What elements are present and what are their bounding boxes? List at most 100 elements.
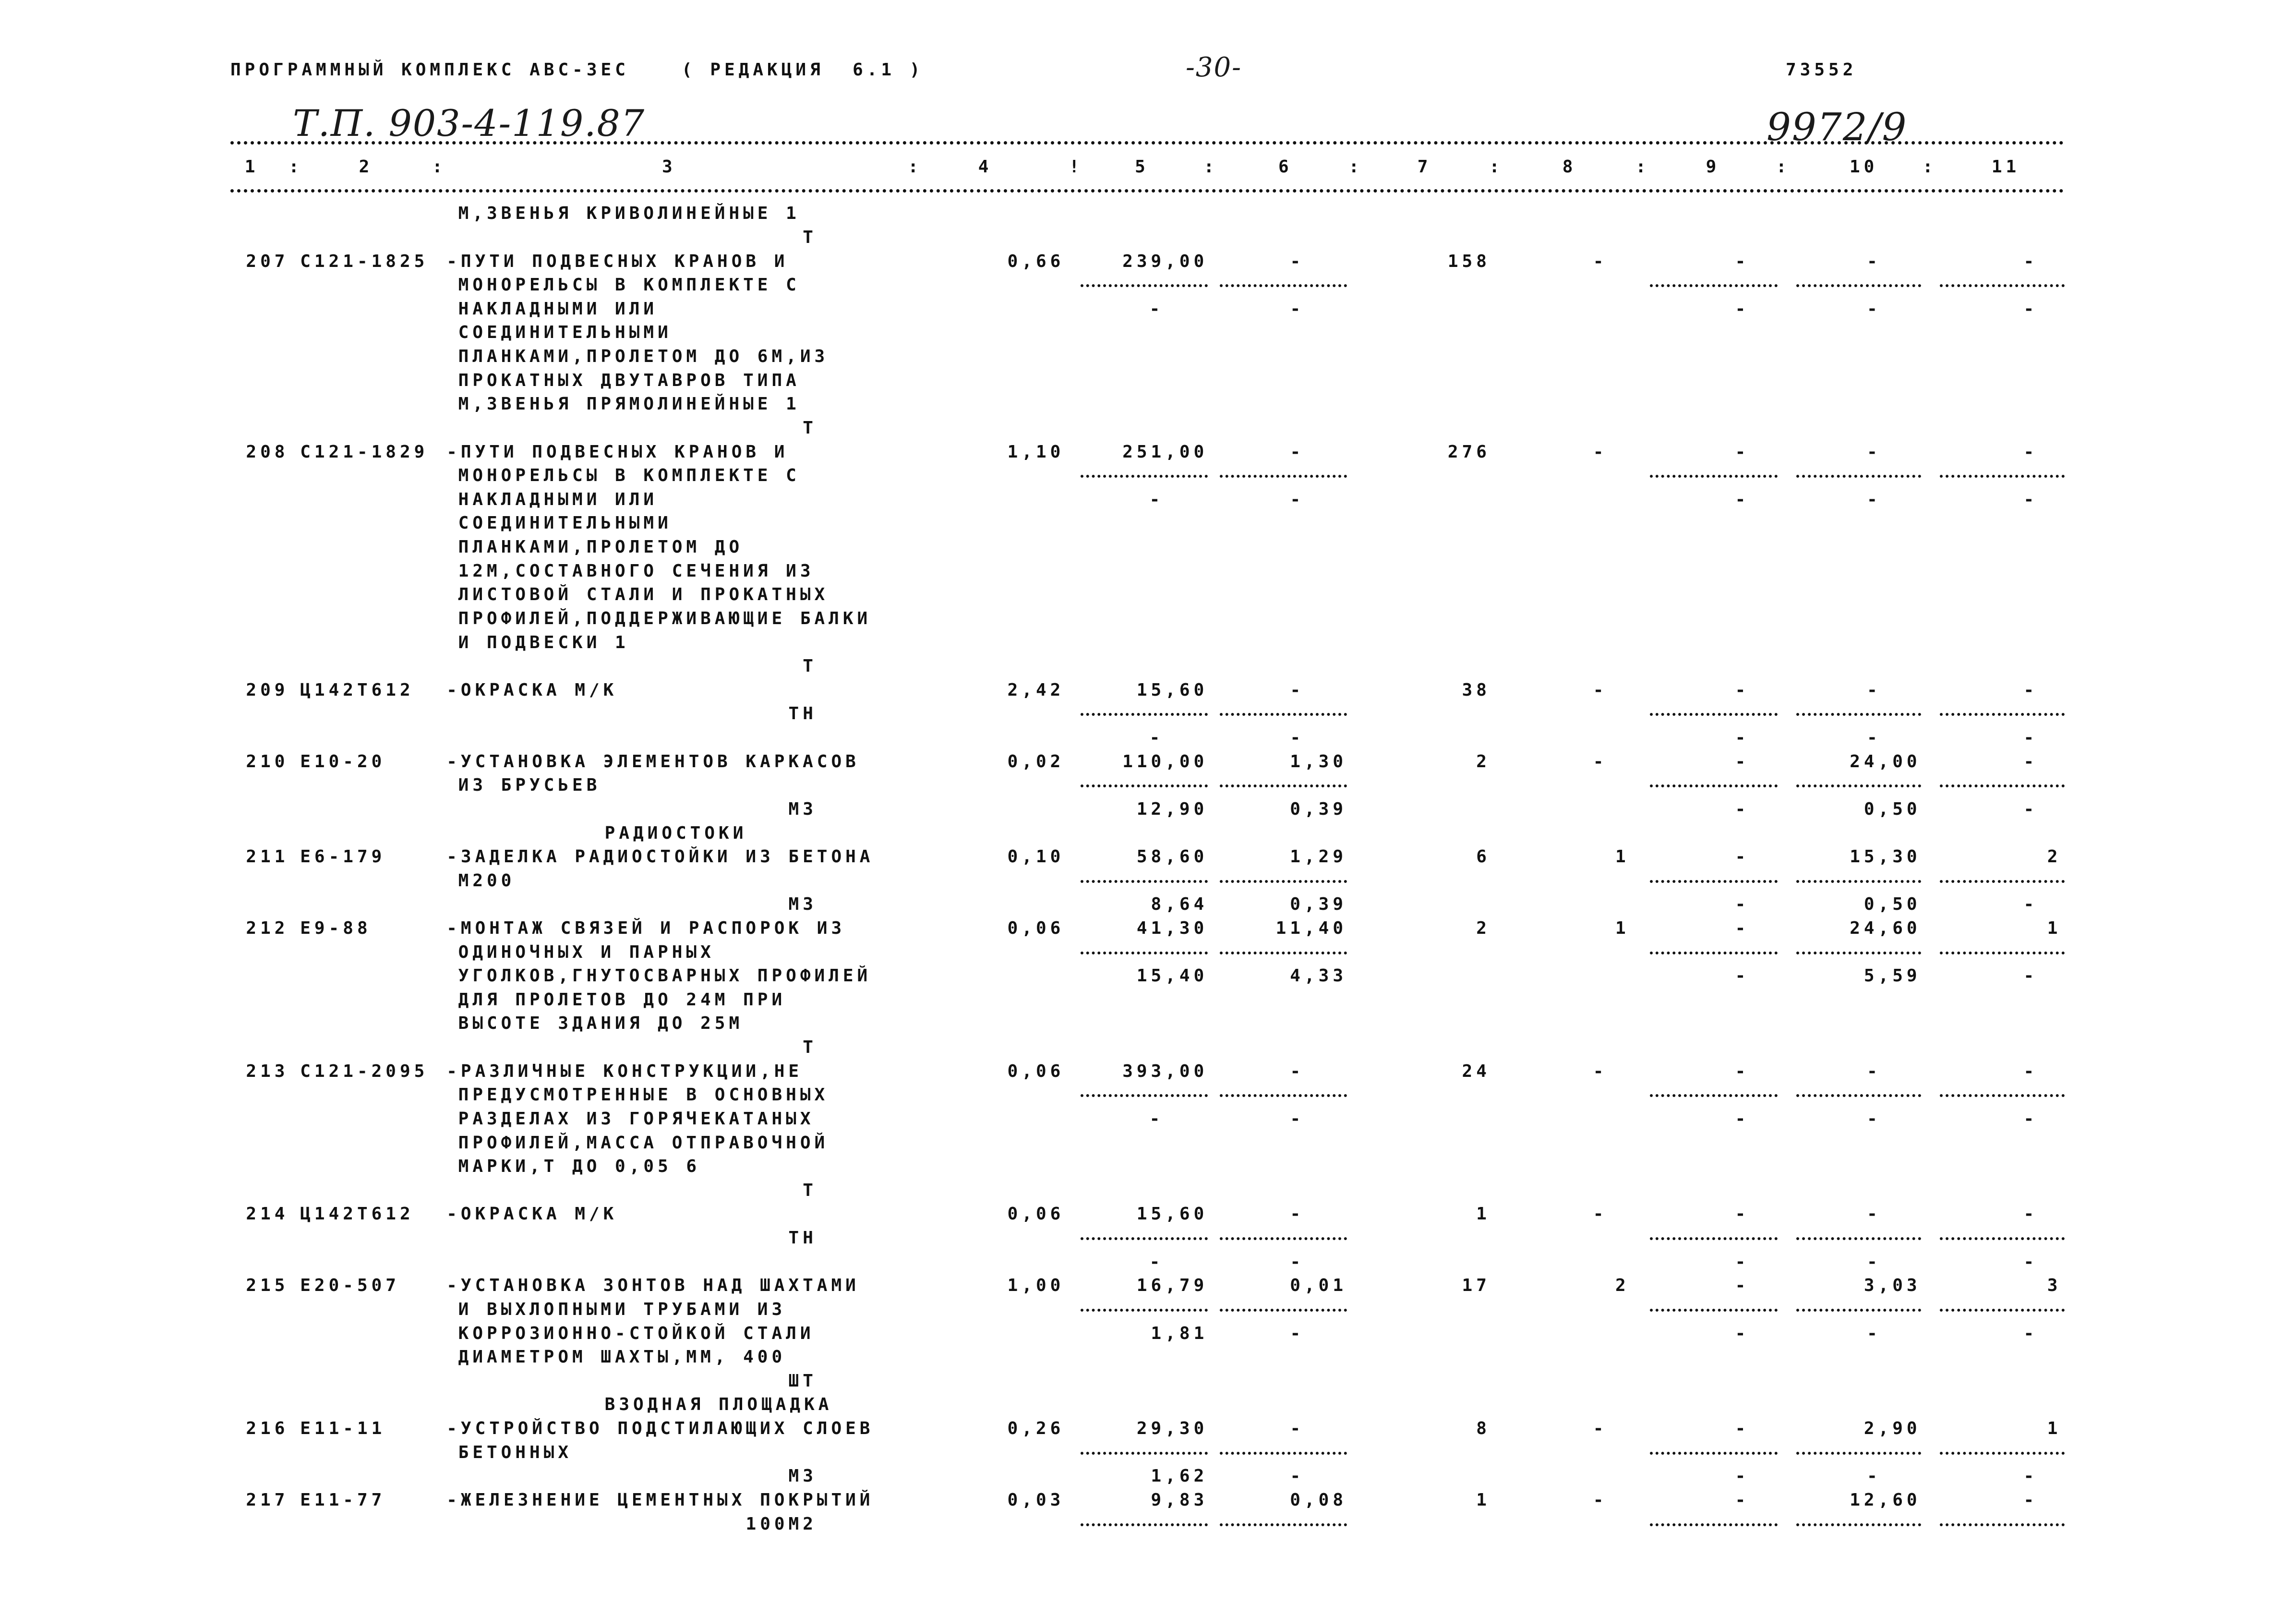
c5-value: 29,30 (1136, 1419, 1208, 1439)
c6-value: 1,30 (1290, 751, 1347, 772)
c9-value: - (1735, 751, 1750, 772)
value-separator (1650, 713, 1778, 716)
value-separator (1650, 1308, 1778, 1312)
c10-value: 2,90 (1863, 1419, 1921, 1439)
work-description: НАКЛАДНЫМИ ИЛИ (458, 299, 658, 319)
col7-value: 276 (1447, 442, 1491, 462)
work-description: ДИАМЕТРОМ ШАХТЫ,ММ, 400 (458, 1347, 786, 1367)
c10-value: 12,60 (1850, 1490, 1921, 1510)
column-label-11: 11 (1991, 157, 2020, 177)
work-description: -УСТАНОВКА ЭЛЕМЕНТОВ КАРКАСОВ (446, 751, 860, 772)
c11-value: - (2023, 1204, 2038, 1224)
c6-value: - (1290, 1466, 1305, 1486)
col8-value: - (1593, 251, 1608, 271)
work-description: МОНОРЕЛЬСЫ В КОМПЛЕКТЕ С (458, 466, 800, 486)
c11-value: - (2023, 442, 2038, 462)
c10-value: - (1867, 442, 1881, 462)
work-description: И ПОДВЕСКИ 1 (458, 632, 629, 652)
rate-code: Е20-507 (300, 1276, 400, 1296)
c5-value: - (1149, 299, 1164, 319)
column-label-9: 9 (1706, 157, 1720, 177)
c5-value: 8,64 (1151, 894, 1208, 915)
col7-value: 17 (1462, 1276, 1491, 1296)
value-separator (1219, 1523, 1347, 1526)
work-description: И ВЫХЛОПНЫМИ ТРУБАМИ ИЗ (458, 1299, 786, 1319)
work-description: 12М,СОСТАВНОГО СЕЧЕНИЯ ИЗ (458, 561, 815, 581)
value-separator (1650, 1237, 1778, 1241)
value-separator (1940, 284, 2065, 288)
value-separator (1080, 475, 1208, 478)
row-number: 213 (246, 1061, 289, 1081)
c10-value: - (1867, 489, 1881, 509)
work-description: ПРОФИЛЕЙ,МАССА ОТПРАВОЧНОЙ (458, 1133, 829, 1153)
work-description: -УСТРОЙСТВО ПОДСТИЛАЮЩИХ СЛОЕВ (446, 1419, 874, 1439)
quantity-value: 0,02 (1007, 751, 1065, 772)
c10-value: 24,60 (1850, 918, 1921, 938)
unit-of-measure: Т (803, 227, 817, 247)
unit-of-measure: ШТ (788, 1371, 817, 1391)
c10-value: 3,03 (1863, 1276, 1921, 1296)
c9-value: - (1735, 489, 1750, 509)
quantity-value: 0,06 (1007, 1061, 1065, 1081)
c10-value: - (1867, 299, 1881, 319)
col7-value: 158 (1447, 251, 1491, 271)
quantity-value: 0,06 (1007, 1204, 1065, 1224)
value-separator (1080, 880, 1208, 883)
c6-value: - (1290, 251, 1305, 271)
c9-value: - (1735, 1323, 1750, 1343)
program-title: ПРОГРАММНЫЙ КОМПЛЕКС АВС-3ЕС (230, 60, 629, 80)
value-separator (1219, 475, 1347, 478)
unit-of-measure: Т (803, 1037, 817, 1058)
work-description: МАРКИ,Т ДО 0,05 6 (458, 1157, 701, 1177)
column-label-1: 1 (244, 157, 259, 177)
c5-value: 41,30 (1136, 918, 1208, 938)
value-separator (1940, 1523, 2065, 1526)
work-description: -ОКРАСКА М/К (446, 1204, 618, 1224)
work-description: ДЛЯ ПРОЛЕТОВ ДО 24М ПРИ (458, 989, 786, 1010)
work-description: ИЗ БРУСЬЕВ (458, 775, 601, 796)
value-separator (1219, 880, 1347, 883)
c6-value: - (1290, 1252, 1305, 1272)
work-description: ПРОКАТНЫХ ДВУТАВРОВ ТИПА (458, 370, 800, 390)
value-separator (1796, 713, 1921, 716)
value-separator (1796, 880, 1921, 883)
value-separator (1650, 284, 1778, 288)
c6-value: - (1290, 1109, 1305, 1129)
column-label-3: 3 (662, 157, 676, 177)
value-separator (1796, 284, 1921, 288)
value-separator (1219, 1308, 1347, 1312)
work-description: -УСТАНОВКА ЗОНТОВ НАД ШАХТАМИ (446, 1276, 860, 1296)
rate-code: Ц142Т612 (300, 680, 414, 700)
col8-value: 1 (1615, 847, 1630, 867)
value-separator (1796, 1094, 1921, 1097)
column-label-6: 6 (1278, 157, 1293, 177)
c10-value: 0,50 (1863, 799, 1921, 819)
c10-value: 5,59 (1863, 966, 1921, 986)
c5-value: - (1149, 728, 1164, 748)
quantity-value: 0,06 (1007, 918, 1065, 938)
work-description: ПЛАНКАМИ,ПРОЛЕТОМ ДО (458, 537, 744, 557)
rate-code: Е11-77 (300, 1490, 386, 1510)
row-number: 209 (246, 680, 289, 700)
col7-value: 38 (1462, 680, 1491, 700)
row-number: 211 (246, 847, 289, 867)
value-separator (1219, 284, 1347, 288)
unit-of-measure: М3 (788, 894, 817, 915)
c5-value: 12,90 (1136, 799, 1208, 819)
col7-value: 2 (1476, 751, 1491, 772)
c9-value: - (1735, 799, 1750, 819)
c9-value: - (1735, 299, 1750, 319)
c9-value: - (1735, 918, 1750, 938)
rate-code: Е10-20 (300, 751, 386, 772)
value-separator (1080, 1523, 1208, 1526)
c6-value: - (1290, 680, 1305, 700)
column-separator: : (432, 157, 446, 177)
column-label-7: 7 (1417, 157, 1432, 177)
value-separator (1940, 475, 2065, 478)
row-number: 208 (246, 442, 289, 462)
value-separator (1080, 1094, 1208, 1097)
c5-value: 58,60 (1136, 847, 1208, 867)
c6-value: 0,08 (1290, 1490, 1347, 1510)
quantity-value: 0,10 (1007, 847, 1065, 867)
unit-of-measure: Т (803, 418, 817, 438)
